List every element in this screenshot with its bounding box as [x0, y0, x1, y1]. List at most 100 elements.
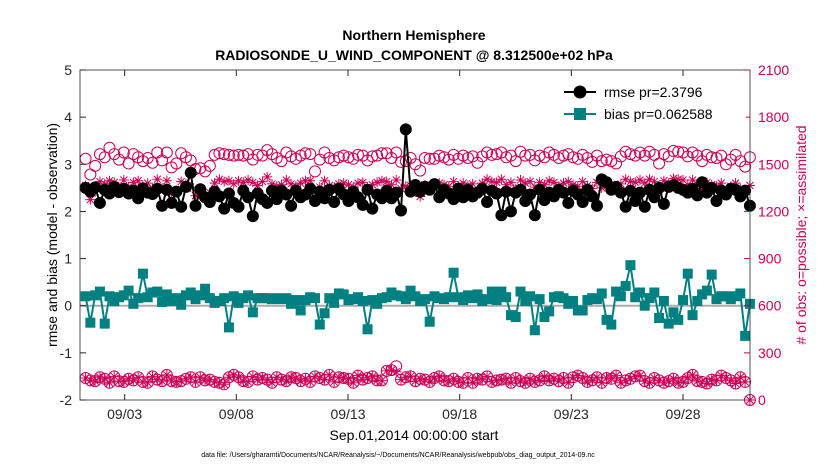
obs-assimilated-point — [257, 176, 268, 187]
obs-possible-point — [504, 376, 517, 389]
y-tick-label: 5 — [64, 62, 72, 78]
y-tick-label: 2 — [64, 203, 72, 219]
obs-assimilated-point — [219, 176, 230, 187]
obs-assimilated-point — [386, 365, 397, 376]
obs-assimilated-point — [376, 375, 387, 386]
obs-possible-point — [557, 372, 570, 384]
obs-assimilated-point — [458, 178, 469, 189]
obs-assimilated-point — [577, 373, 588, 383]
rmse-point — [160, 183, 173, 196]
obs-assimilated-point — [539, 179, 550, 190]
bias-point — [668, 307, 679, 318]
obs-possible-point — [643, 376, 656, 389]
rmse-point — [89, 181, 102, 194]
obs-assimilated-point — [496, 374, 507, 385]
obs-assimilated-point — [491, 375, 502, 386]
obs-assimilated-point — [209, 376, 220, 387]
obs-possible-point — [208, 148, 221, 161]
obs-possible-point — [122, 372, 135, 385]
obs-possible-point — [653, 157, 666, 170]
x-axis: 09/03 09/08 09/13 09/18 09/23 09/28 — [107, 70, 701, 422]
obs-assimilated-point — [80, 373, 91, 383]
obs-assimilated-point — [372, 177, 383, 188]
obs-assimilated-point — [515, 376, 526, 387]
obs-assimilated-point — [257, 373, 268, 383]
rmse-point — [633, 186, 646, 199]
bias-point — [85, 317, 96, 328]
obs-possible-point — [232, 148, 245, 161]
bias-point — [161, 289, 172, 300]
obs-assimilated-point — [644, 377, 655, 388]
obs-assimilated-point — [262, 171, 273, 182]
obs-assimilated-point — [620, 375, 631, 386]
x-tick-label: 09/23 — [554, 406, 589, 422]
obs-assimilated-point — [109, 371, 120, 382]
obs-possible-point — [595, 155, 608, 168]
obs-assimilated-point — [396, 183, 407, 194]
series-possible — [79, 141, 756, 181]
obs-assimilated-point — [415, 373, 426, 384]
obs-assimilated-point — [128, 375, 139, 386]
obs-assimilated-point — [214, 377, 225, 388]
obs-possible-point — [103, 376, 116, 389]
obs-assimilated-point — [596, 377, 607, 388]
obs-assimilated-point — [658, 377, 669, 388]
obs-assimilated-point — [434, 371, 445, 382]
obs-assimilated-point — [582, 376, 593, 387]
bias-point — [443, 292, 454, 303]
obs-possible-point — [409, 158, 422, 171]
obs-assimilated-point — [233, 372, 244, 383]
plot-frame — [79, 69, 751, 401]
obs-possible-point — [151, 373, 164, 386]
obs-possible-point — [466, 150, 479, 163]
bias-point — [185, 287, 196, 298]
obs-assimilated-point — [381, 365, 392, 376]
obs-assimilated-point — [730, 378, 741, 389]
obs-assimilated-point — [391, 366, 402, 377]
obs-possible-point — [519, 149, 532, 162]
rmse-point — [533, 183, 546, 196]
bias-point — [472, 289, 483, 300]
y2-tick-label: 900 — [758, 251, 782, 267]
obs-assimilated-point — [243, 376, 254, 387]
obs-assimilated-point — [295, 178, 306, 189]
rmse-point — [495, 209, 508, 222]
bias-point — [491, 295, 502, 306]
obs-assimilated-point — [142, 377, 153, 388]
obs-assimilated-point — [276, 374, 287, 385]
obs-assimilated-point — [386, 179, 397, 190]
obs-assimilated-point — [544, 175, 555, 186]
obs-possible-point — [332, 151, 345, 164]
obs-assimilated-point — [548, 177, 559, 188]
rmse-point — [285, 199, 298, 212]
obs-assimilated-point — [329, 376, 340, 387]
bias-point — [157, 296, 168, 307]
rmse-point — [218, 202, 231, 215]
rmse-point — [132, 192, 145, 205]
obs-possible-point — [117, 146, 130, 159]
bias-point — [515, 286, 526, 297]
obs-possible-point — [160, 146, 173, 159]
obs-assimilated-point — [266, 178, 277, 189]
chart-subtitle: RADIOSONDE_U_WIND_COMPONENT @ 8.312500e+… — [215, 47, 613, 63]
obs-assimilated-point — [740, 376, 751, 387]
bias-point — [649, 287, 660, 298]
obs-possible-point — [471, 156, 484, 169]
x-tick-label: 09/08 — [219, 406, 254, 422]
obs-assimilated-point — [247, 371, 258, 382]
obs-assimilated-point — [118, 376, 129, 387]
bias-point — [692, 296, 703, 306]
rmse-point — [562, 196, 575, 209]
obs-assimilated-point — [625, 176, 636, 187]
obs-possible-point — [318, 373, 331, 386]
obs-assimilated-point — [630, 177, 641, 188]
bias-point — [482, 294, 493, 305]
obs-possible-point — [624, 148, 637, 161]
obs-assimilated-point — [630, 371, 641, 382]
plot-layer — [79, 123, 756, 406]
obs-assimilated-point — [300, 373, 311, 384]
obs-assimilated-point — [558, 178, 569, 189]
obs-possible-point — [724, 153, 737, 166]
obs-possible-point — [308, 165, 321, 178]
